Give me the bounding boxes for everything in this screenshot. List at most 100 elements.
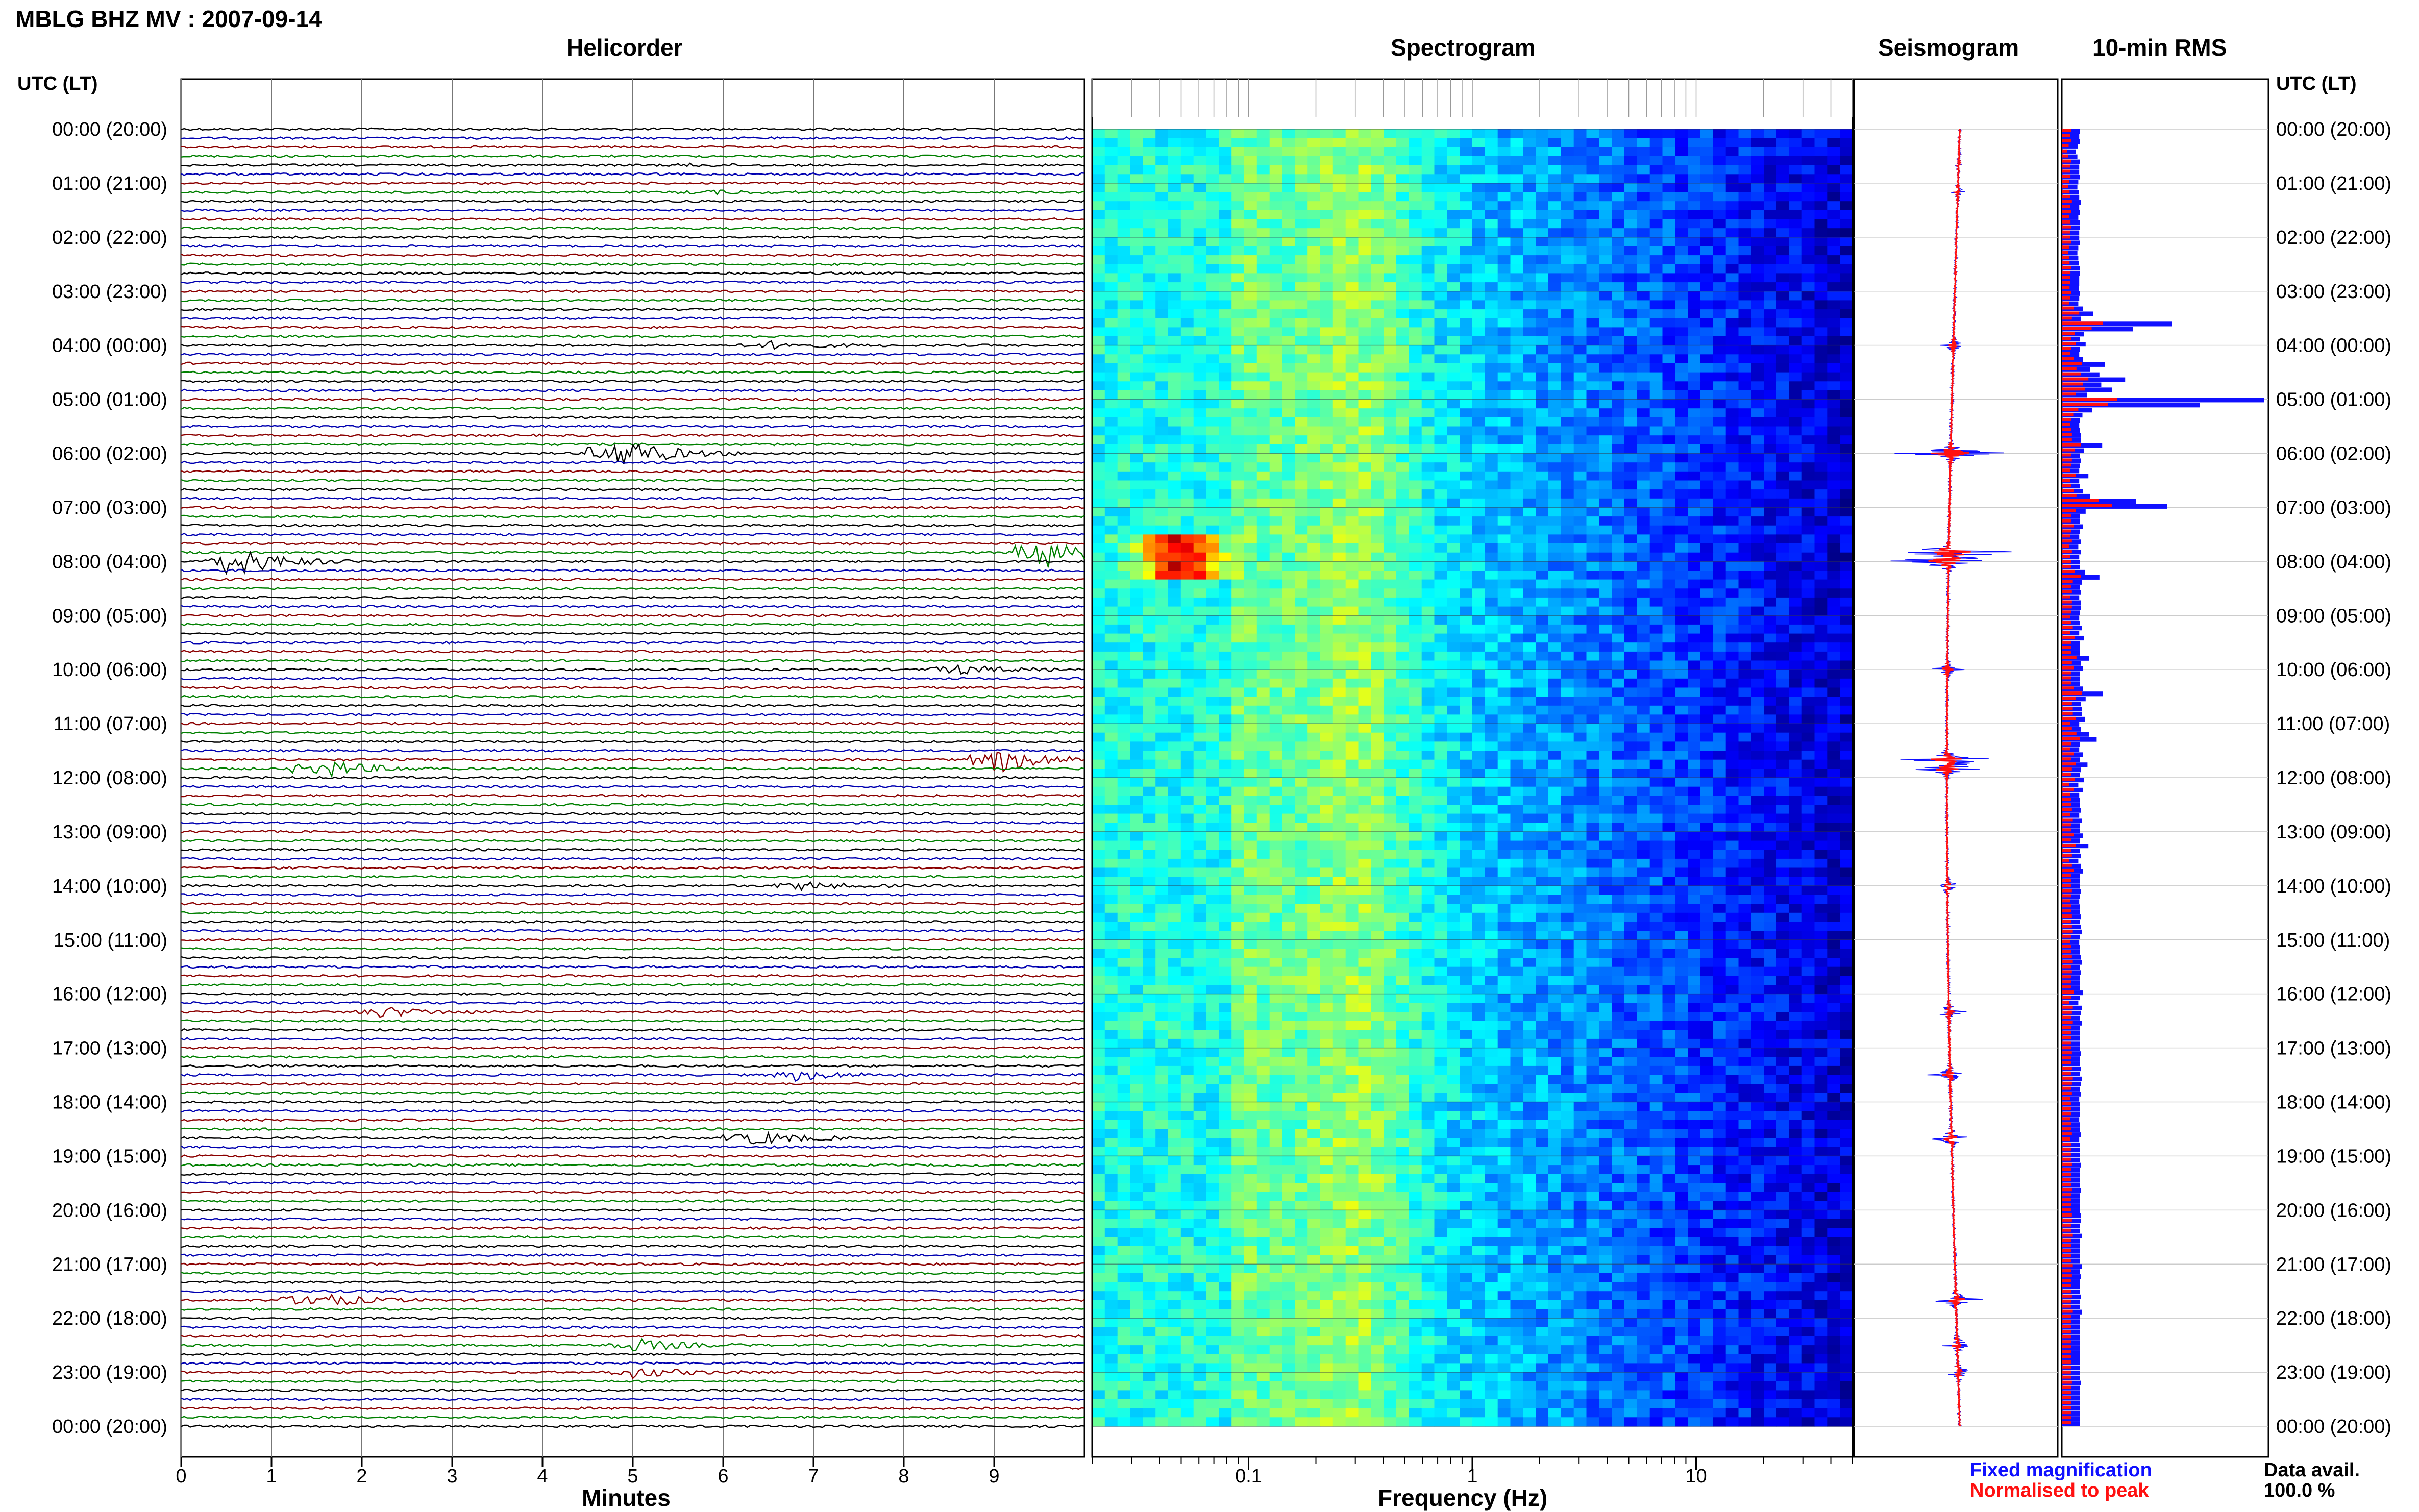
spectrogram-cell: [1231, 183, 1245, 193]
spectrogram-cell: [1700, 498, 1714, 508]
spectrogram-cell: [1320, 381, 1334, 391]
spectrogram-cell: [1675, 741, 1688, 751]
spectrogram-cell: [1700, 823, 1714, 832]
spectrogram-cell: [1244, 165, 1257, 175]
spectrogram-cell: [1384, 778, 1397, 787]
spectrogram-cell: [1384, 210, 1397, 220]
spectrogram-cell: [1472, 678, 1486, 688]
spectrogram-cell: [1143, 228, 1156, 238]
spectrogram-cell: [1675, 498, 1688, 508]
spectrogram-cell: [1447, 399, 1460, 409]
spectrogram-cell: [1662, 651, 1675, 661]
helicorder-trace: [181, 1037, 1085, 1041]
spectrogram-cell: [1586, 201, 1599, 211]
spectrogram-cell: [1612, 345, 1625, 355]
spectrogram-cell: [1485, 651, 1498, 661]
spectrogram-cell: [1637, 552, 1650, 562]
spectrogram-cell: [1219, 786, 1232, 796]
helicorder-trace: [181, 875, 1085, 879]
spectrogram-cell: [1573, 219, 1587, 229]
spectrogram-cell: [1282, 751, 1295, 760]
spectrogram-cell: [1675, 183, 1688, 193]
spectrogram-cell: [1675, 237, 1688, 247]
spectrogram-cell: [1320, 796, 1334, 805]
spectrogram-cell: [1789, 210, 1803, 220]
spectrogram-cell: [1472, 408, 1486, 418]
helicorder-trace: [181, 1199, 1084, 1203]
spectrogram-cell: [1320, 579, 1334, 589]
spectrogram-cell: [1700, 417, 1714, 427]
spectrogram-cell: [1725, 831, 1739, 841]
spectrogram-cell: [1801, 606, 1815, 616]
spectrogram-cell: [1421, 309, 1435, 319]
spectrogram-cell: [1472, 507, 1486, 517]
spectrogram-cell: [1700, 156, 1714, 166]
spectrogram-cell: [1637, 633, 1650, 643]
spectrogram-cell: [1738, 399, 1751, 409]
spectrogram-cell: [1612, 291, 1625, 301]
spectrogram-cell: [1561, 417, 1574, 427]
spectrogram-cell: [1345, 831, 1359, 841]
spectrogram-cell: [1789, 823, 1803, 832]
spectrogram-cell: [1637, 192, 1650, 202]
spectrogram-cell: [1485, 237, 1498, 247]
spectrogram-cell: [1523, 354, 1536, 364]
spectrogram-cell: [1206, 192, 1219, 202]
helicorder-trace: [181, 443, 1085, 464]
spectrogram-cell: [1637, 561, 1650, 571]
spectrogram-cell: [1675, 129, 1688, 139]
spectrogram-cell: [1421, 786, 1435, 796]
spectrogram-cell: [1307, 507, 1321, 517]
spectrogram-cell: [1295, 507, 1308, 517]
spectrogram-cell: [1345, 552, 1359, 562]
spectrogram-cell: [1827, 516, 1840, 526]
spectrogram-cell: [1295, 579, 1308, 589]
spectrogram-cell: [1485, 219, 1498, 229]
spectrogram-cell: [1104, 264, 1118, 274]
spectrogram-cell: [1206, 606, 1219, 616]
spectrogram-cell: [1688, 778, 1701, 787]
spectrogram-cell: [1295, 480, 1308, 490]
spectrogram-cell: [1764, 318, 1777, 328]
spectrogram-cell: [1219, 840, 1232, 850]
spectrogram-cell: [1764, 670, 1777, 679]
spectrogram-cell: [1168, 705, 1181, 715]
spectrogram-cell: [1384, 687, 1397, 697]
spectrogram-cell: [1168, 525, 1181, 535]
spectrogram-cell: [1332, 796, 1346, 805]
helicorder-trace: [181, 749, 1085, 753]
spectrogram-cell: [1460, 462, 1473, 472]
spectrogram-cell: [1143, 318, 1156, 328]
helicorder-trace: [181, 1352, 1085, 1356]
spectrogram-cell: [1345, 697, 1359, 706]
spectrogram-cell: [1345, 543, 1359, 553]
spectrogram-cell: [1256, 759, 1270, 769]
spectrogram-cell: [1155, 534, 1169, 544]
spectrogram-cell: [1396, 417, 1410, 427]
spectrogram-cell: [1409, 435, 1422, 445]
spectrogram-cell: [1143, 165, 1156, 175]
spectrogram-cell: [1789, 399, 1803, 409]
spectrogram-cell: [1193, 805, 1207, 814]
spectrogram-cell: [1536, 561, 1549, 571]
spectrogram-cell: [1409, 480, 1422, 490]
spectrogram-cell: [1776, 796, 1790, 805]
spectrogram-cell: [1612, 534, 1625, 544]
spectrogram-cell: [1460, 309, 1473, 319]
spectrogram-cell: [1244, 300, 1257, 310]
spectrogram-cell: [1776, 840, 1790, 850]
spectrogram-cell: [1472, 741, 1486, 751]
spectrogram-cell: [1801, 588, 1815, 598]
helicorder-trace: [181, 425, 1085, 428]
spectrogram-cell: [1155, 624, 1169, 634]
spectrogram-cell: [1573, 399, 1587, 409]
spectrogram-cell: [1599, 831, 1612, 841]
spectrogram-cell: [1675, 435, 1688, 445]
helicorder-trace: [181, 271, 1085, 276]
spectrogram-cell: [1282, 579, 1295, 589]
spectrogram-cell: [1345, 579, 1359, 589]
spectrogram-cell: [1193, 489, 1207, 499]
spectrogram-cell: [1840, 786, 1853, 796]
spectrogram-cell: [1789, 246, 1803, 256]
spectrogram-cell: [1510, 408, 1523, 418]
